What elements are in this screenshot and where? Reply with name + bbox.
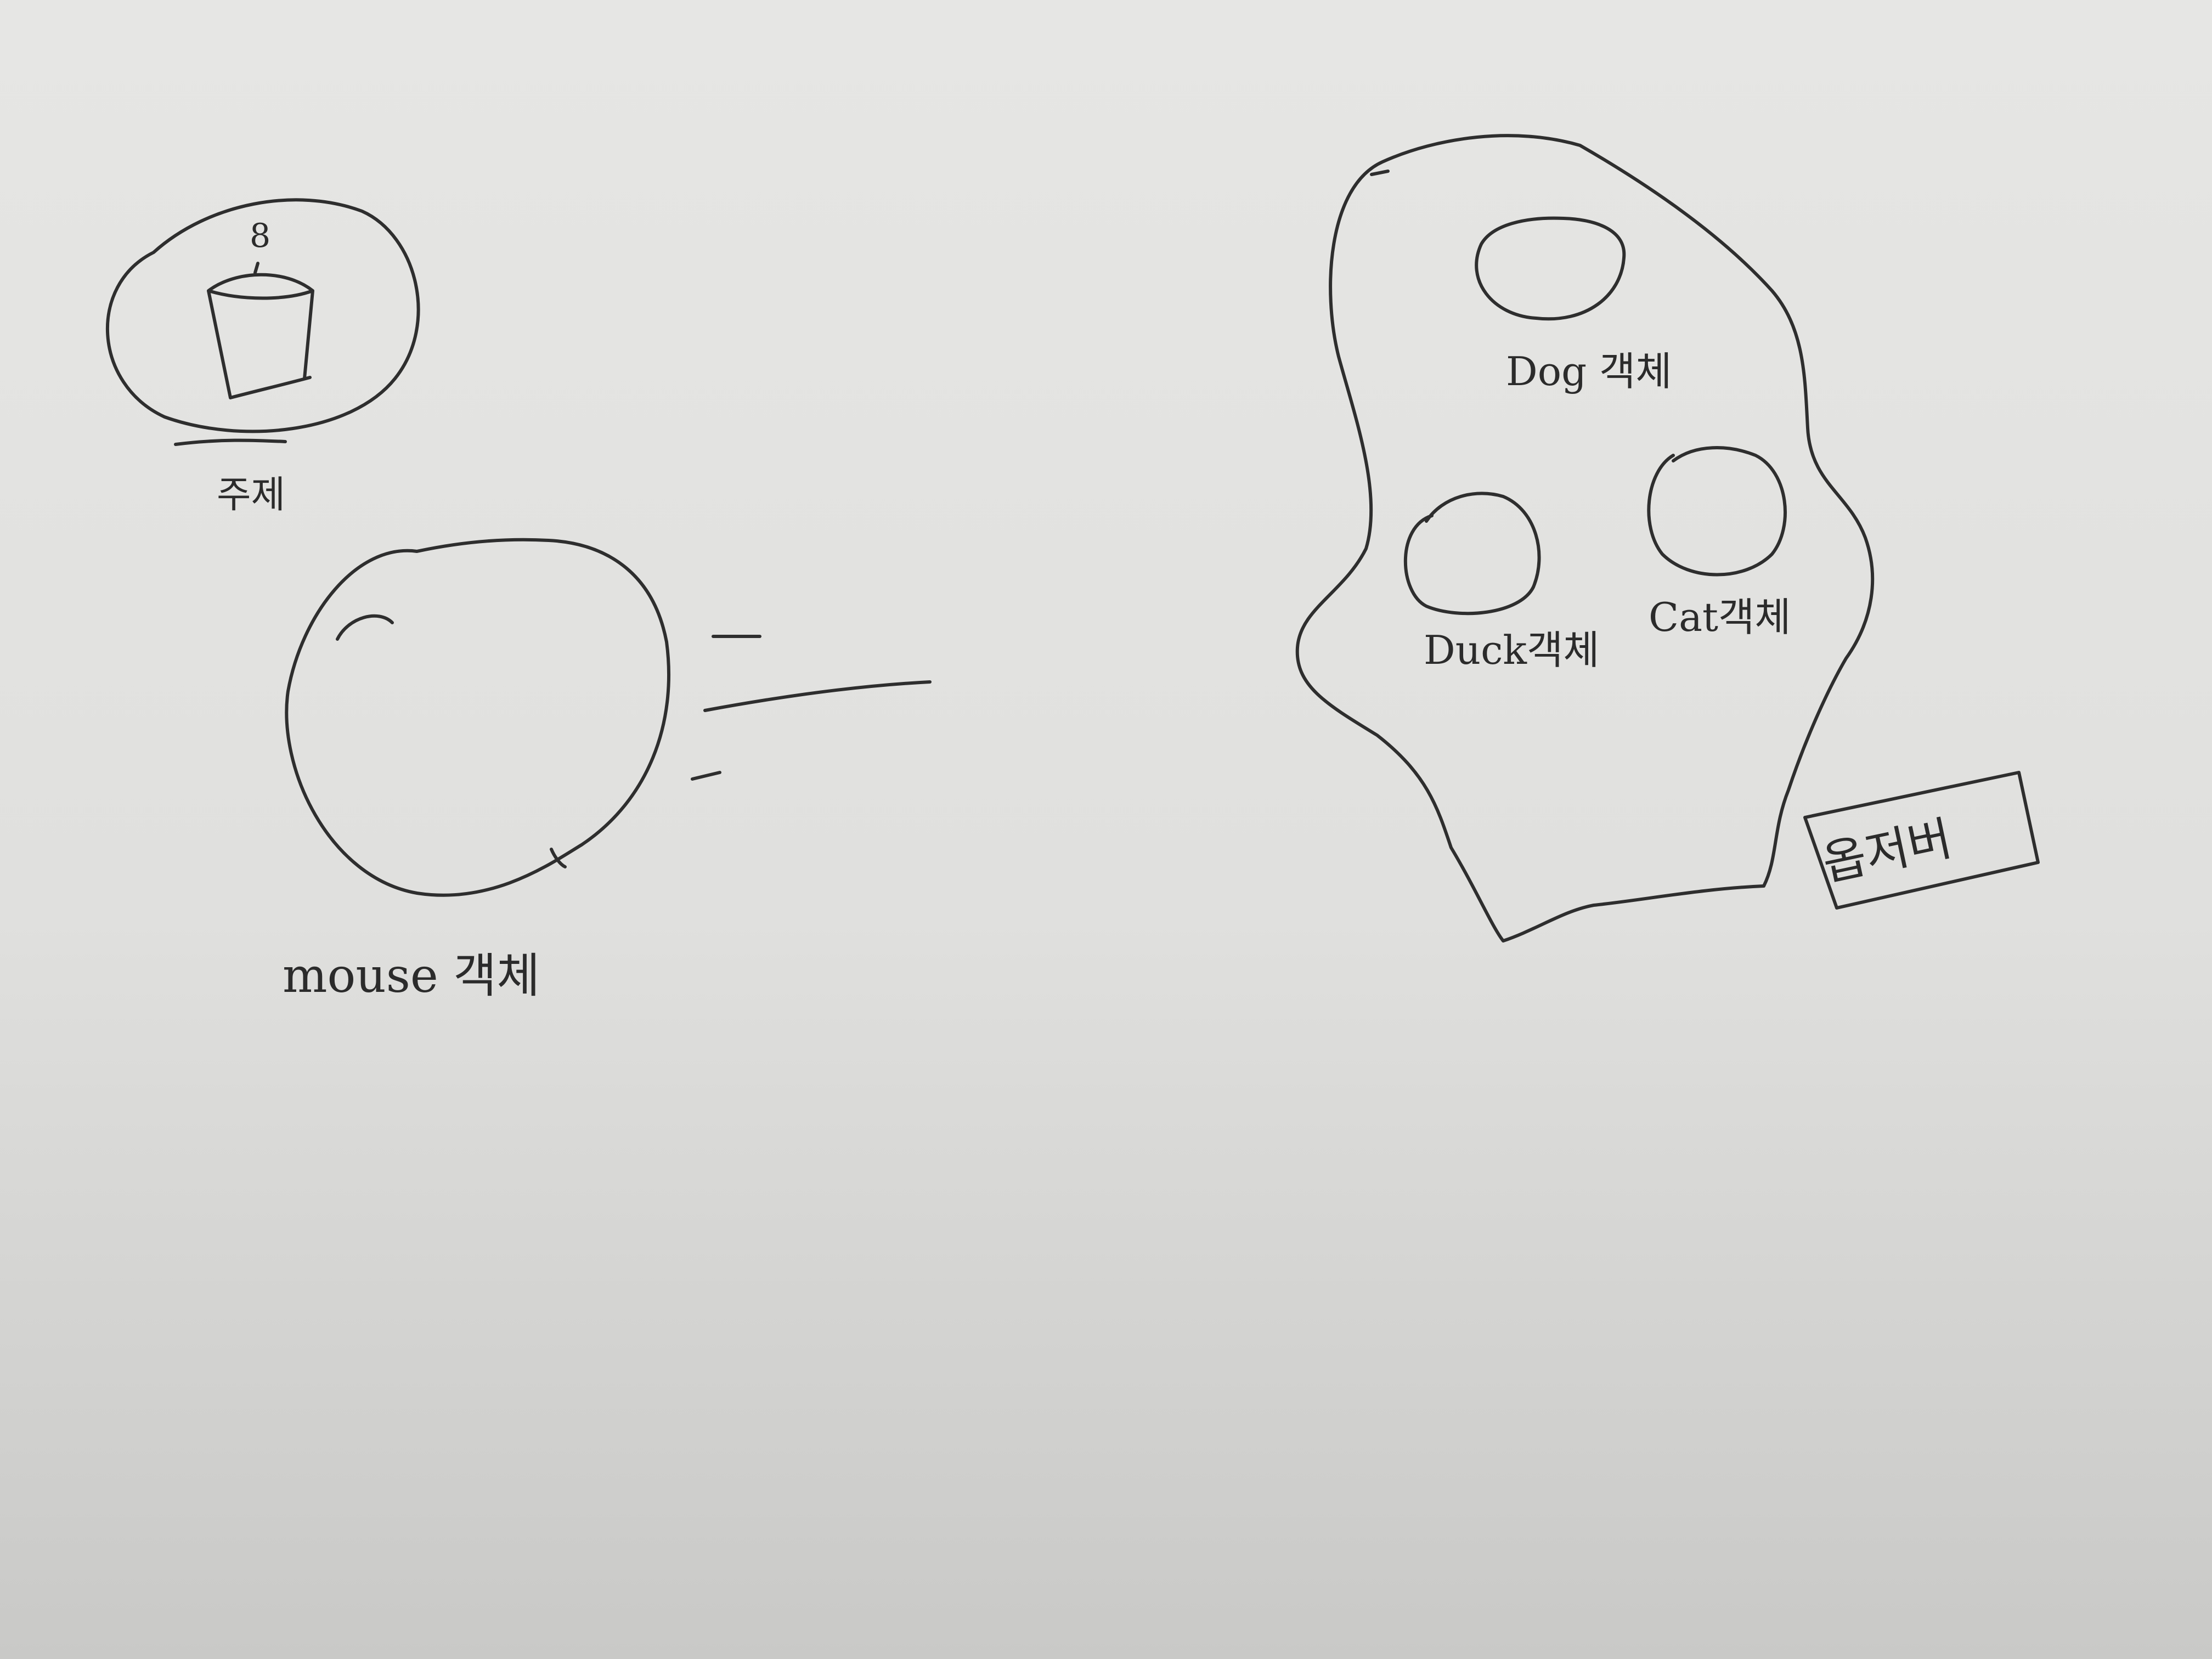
cup-icon-stem bbox=[253, 262, 259, 274]
mouse-circle-notch bbox=[550, 848, 567, 868]
cat-label: Cat객체 bbox=[1649, 594, 1791, 640]
motion-line-long bbox=[703, 680, 932, 712]
mouse-node: mouse 객체 bbox=[283, 538, 671, 1003]
duck-circle bbox=[1403, 492, 1541, 616]
duck-label: Duck객체 bbox=[1424, 627, 1600, 673]
observer-blob-start bbox=[1370, 170, 1390, 176]
subject-node: 8 주제 bbox=[106, 198, 420, 517]
mouse-label: mouse 객체 bbox=[283, 949, 540, 1003]
observer-group: Dog 객체 Duck객체 Cat객체 bbox=[1295, 134, 1875, 943]
subject-label: 주제 bbox=[217, 473, 285, 517]
subject-number: 8 bbox=[250, 217, 270, 255]
observer-tag: 옵저버 bbox=[1803, 771, 2040, 910]
cup-icon bbox=[207, 273, 314, 399]
observer-label: 옵저버 bbox=[1818, 811, 1957, 891]
cat-circle bbox=[1647, 446, 1787, 577]
motion-lines bbox=[691, 635, 932, 781]
mouse-circle bbox=[285, 538, 671, 897]
observer-blob bbox=[1295, 134, 1875, 943]
mouse-circle-hook bbox=[336, 614, 394, 641]
dog-label: Dog 객체 bbox=[1506, 348, 1672, 394]
dog-circle bbox=[1475, 216, 1626, 321]
subject-ellipse bbox=[106, 198, 420, 433]
observer-tag-box bbox=[1803, 771, 2040, 910]
subject-ellipse-tail bbox=[174, 438, 287, 446]
motion-line-dash bbox=[691, 771, 721, 781]
